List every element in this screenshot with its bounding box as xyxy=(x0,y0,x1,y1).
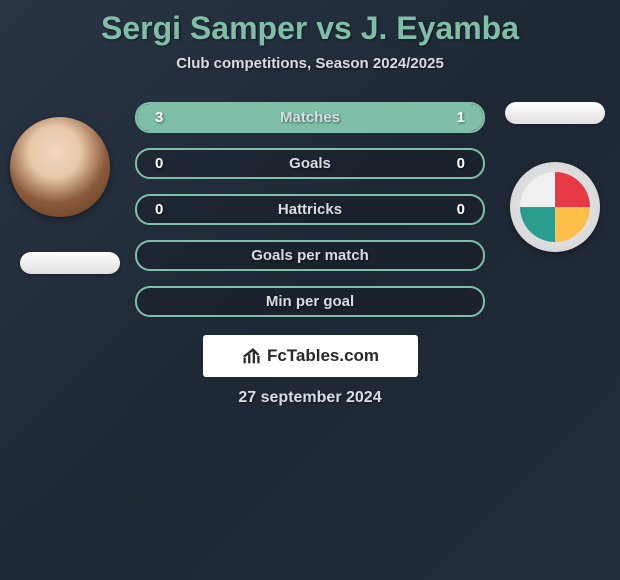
page-title: Sergi Samper vs J. Eyamba xyxy=(101,10,519,47)
stat-left-value: 0 xyxy=(155,155,163,172)
stat-row: 0 Hattricks 0 xyxy=(135,194,485,225)
stat-right-value: 0 xyxy=(457,155,465,172)
chart-icon xyxy=(241,345,263,367)
stat-label: Goals xyxy=(289,155,331,172)
team-badge-left xyxy=(20,252,120,274)
stat-fill-right xyxy=(397,104,484,131)
stat-label: Goals per match xyxy=(251,247,369,264)
footer-brand: FcTables.com xyxy=(203,335,418,377)
stat-row: Goals per match xyxy=(135,240,485,271)
stat-row: 0 Goals 0 xyxy=(135,148,485,179)
club-badge-inner xyxy=(520,172,590,242)
stat-left-value: 3 xyxy=(155,109,163,126)
stat-row: Min per goal xyxy=(135,286,485,317)
team-badge-right xyxy=(505,102,605,124)
stats-column: 3 Matches 1 0 Goals 0 0 Hattricks 0 Goals per mat… xyxy=(135,102,485,317)
stat-label: Hattricks xyxy=(278,201,342,218)
date-label: 27 september 2024 xyxy=(238,389,381,407)
stat-label: Matches xyxy=(280,109,340,126)
stat-label: Min per goal xyxy=(266,293,354,310)
stat-fill-left xyxy=(137,104,397,131)
stat-left-value: 0 xyxy=(155,201,163,218)
stats-area: 3 Matches 1 0 Goals 0 0 Hattricks 0 Goals per mat… xyxy=(0,102,620,317)
stat-row: 3 Matches 1 xyxy=(135,102,485,133)
main-container: Sergi Samper vs J. Eyamba Club competiti… xyxy=(0,0,620,417)
club-badge-right xyxy=(510,162,600,252)
page-subtitle: Club competitions, Season 2024/2025 xyxy=(176,55,444,72)
stat-right-value: 0 xyxy=(457,201,465,218)
footer-brand-text: FcTables.com xyxy=(267,346,379,366)
player-avatar-left xyxy=(10,117,110,217)
stat-right-value: 1 xyxy=(457,109,465,126)
